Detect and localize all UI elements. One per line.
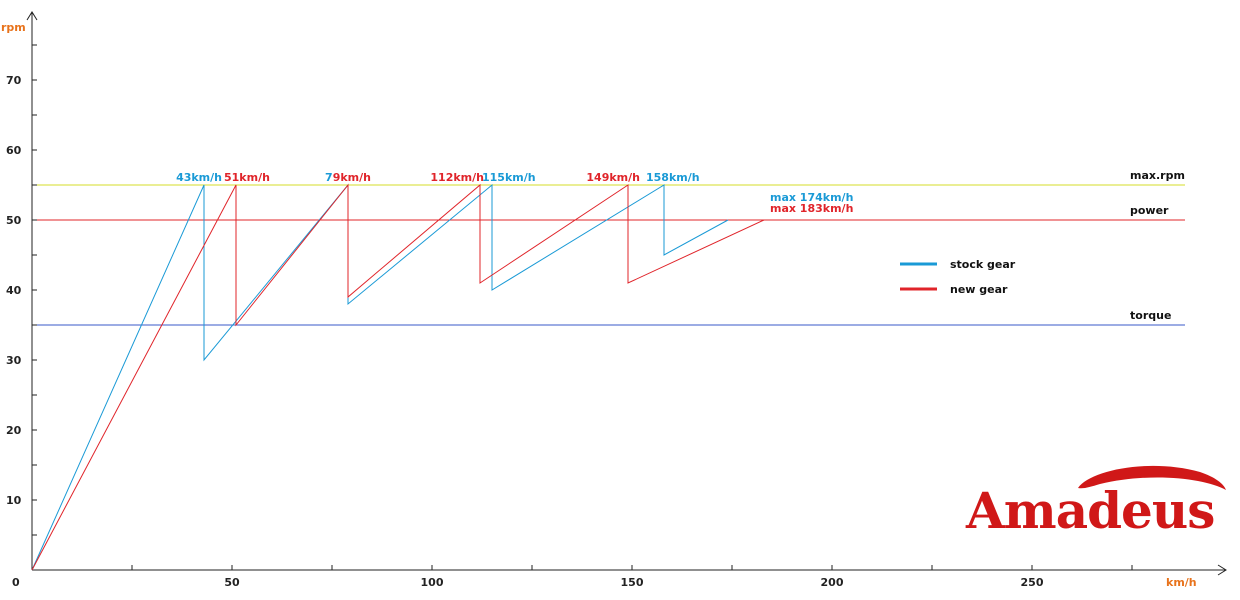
reference-label-power: power (1130, 204, 1169, 217)
y-tick-label: 20 (6, 424, 22, 437)
reference-label-maxrpm: max.rpm (1130, 169, 1185, 182)
annotation-label: 115km/h (482, 171, 536, 184)
x-axis-arrow-icon (1217, 564, 1227, 576)
amadeus-logo: Amadeus (965, 465, 1226, 540)
y-tick-label: 60 (6, 144, 22, 157)
y-axis-label: rpm (1, 21, 26, 34)
logo-wordmark: Amadeus (965, 481, 1214, 540)
annotation-label: max 183km/h (770, 202, 853, 215)
annotation-label: max 174km/h (770, 191, 853, 204)
axes: 10 20 30 40 50 60 70 0 50 100 150 200 250 (6, 11, 1227, 589)
y-tick-label: 10 (6, 494, 22, 507)
annotation-label: 43km/h (176, 171, 222, 184)
y-tick-label: 30 (6, 354, 22, 367)
logo-swoosh (1078, 465, 1226, 490)
annotation-label: 79km/h (325, 171, 371, 184)
legend-label: stock gear (950, 258, 1016, 271)
series-line-stock-gear (31, 183, 729, 571)
x-tick-label: 0 (12, 576, 20, 589)
y-tick-label: 40 (6, 284, 22, 297)
series-lines (31, 183, 765, 571)
annotation-label: 158km/h (646, 171, 700, 184)
x-tick-label: 50 (224, 576, 240, 589)
annotation-label: 149km/h (586, 171, 640, 184)
reference-label-torque: torque (1130, 309, 1171, 322)
series-line-new-gear (31, 183, 765, 571)
x-tick-label: 200 (821, 576, 844, 589)
legend-label: new gear (950, 283, 1008, 296)
annotation-label: 51km/h (224, 171, 270, 184)
x-axis-label: km/h (1166, 576, 1197, 589)
x-tick-label: 100 (421, 576, 444, 589)
x-tick-label: 250 (1021, 576, 1044, 589)
reference-lines: max.rpm power torque (32, 169, 1185, 326)
y-axis-arrow-icon (26, 11, 38, 21)
x-tick-label: 150 (621, 576, 644, 589)
legend: stock gear new gear (900, 258, 1016, 296)
annotation-label: 112km/h (430, 171, 484, 184)
y-tick-label: 50 (6, 214, 22, 227)
y-tick-label: 70 (6, 74, 22, 87)
